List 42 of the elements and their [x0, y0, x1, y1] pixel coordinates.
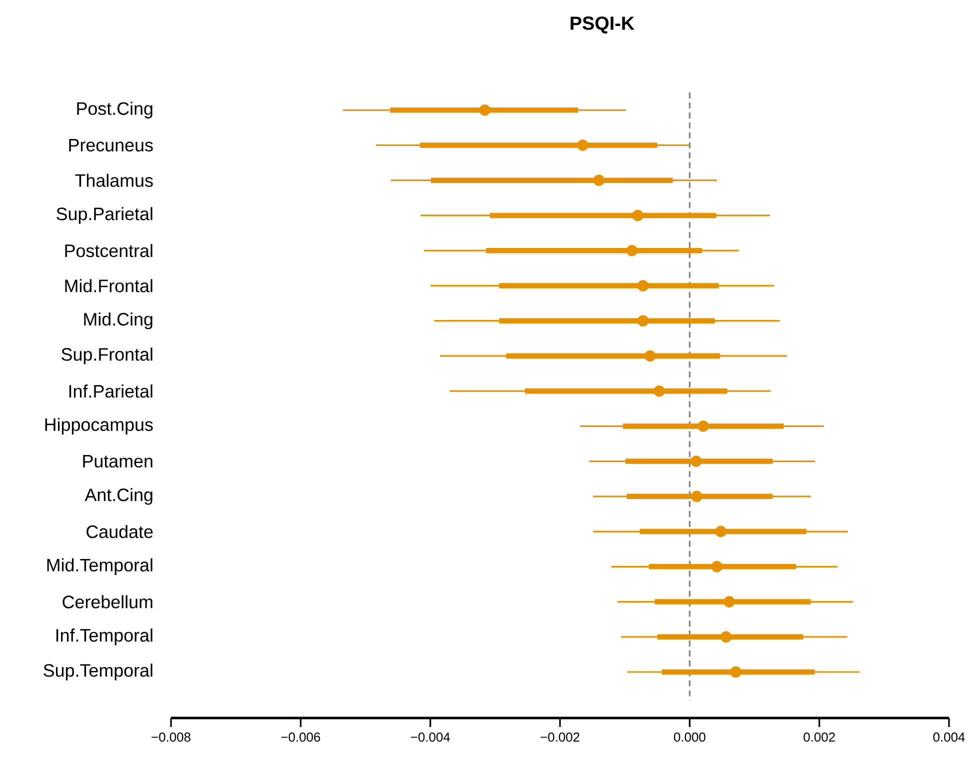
x-tick-label: 0.002 [804, 732, 835, 742]
y-tick-label: Sup.Parietal [56, 207, 152, 224]
y-tick-label: Mid.Cing [84, 312, 152, 330]
y-tick-label: Hippocampus [45, 418, 153, 435]
point [724, 596, 735, 608]
point [690, 456, 702, 467]
x-tick-label: 0.004 [933, 732, 965, 742]
point [715, 526, 726, 538]
point [632, 210, 644, 222]
y-tick-label: Putamen [83, 455, 152, 468]
y-tick-label: Inf.Temporal [56, 628, 152, 646]
point [691, 490, 702, 502]
y-tick-label: Mid.Temporal [47, 558, 152, 576]
y-tick-label: Precuneus [69, 138, 153, 152]
point [626, 244, 638, 256]
point [644, 350, 656, 362]
y-tick-label: Ant.Cing [84, 488, 152, 505]
y-tick-label: Caudate [86, 524, 153, 538]
y-tick-label: Inf.Parietal [69, 384, 152, 398]
x-tick-label: −0.004 [410, 732, 450, 742]
y-tick-label: Thalamus [75, 174, 153, 187]
point [637, 280, 649, 292]
chart-title: PSQI-K [570, 16, 634, 34]
point [720, 631, 732, 643]
point [698, 420, 709, 432]
y-tick-label: Cerebellum [62, 595, 152, 608]
point [577, 140, 588, 151]
point [637, 315, 649, 327]
point [654, 385, 665, 397]
point [711, 560, 723, 572]
y-tick-label: Sup.Frontal [62, 348, 152, 364]
x-tick-label: −0.008 [152, 732, 190, 742]
y-tick-label: Postcentral [65, 244, 152, 258]
y-tick-label: Post.Cing [77, 102, 152, 118]
x-tick-label: −0.006 [281, 732, 320, 742]
point [730, 666, 742, 678]
point [593, 174, 605, 186]
y-tick-label: Mid.Frontal [65, 279, 152, 292]
point [479, 104, 490, 116]
x-tick-label: −0.002 [540, 732, 580, 742]
y-tick-label: Sup.Temporal [44, 664, 152, 680]
x-tick-label: 0.000 [674, 732, 706, 742]
